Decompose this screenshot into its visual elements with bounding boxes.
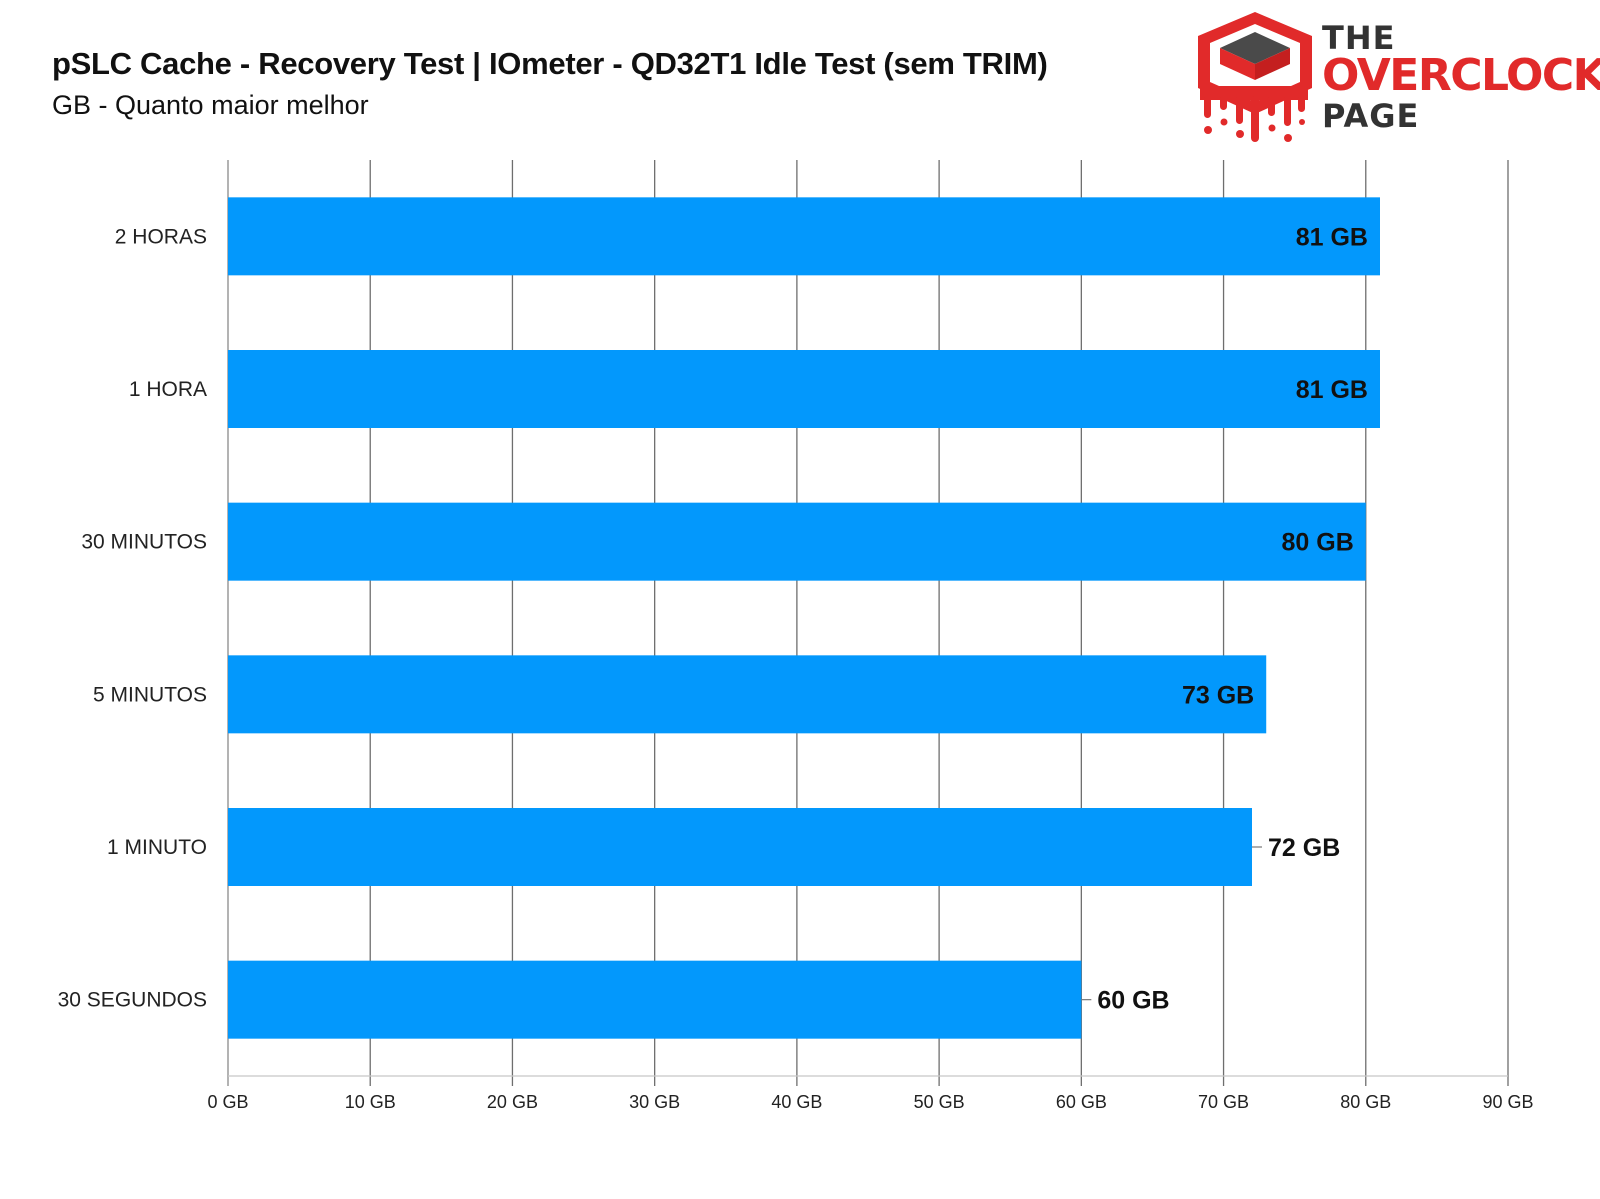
category-label: 1 MINUTO [107, 836, 207, 859]
data-label: 80 GB [1282, 529, 1354, 557]
data-label: 81 GB [1296, 223, 1368, 251]
x-tick-label: 10 GB [345, 1092, 396, 1112]
category-label: 30 SEGUNDOS [58, 989, 207, 1012]
x-tick-label: 50 GB [914, 1092, 965, 1112]
data-label: 73 GB [1182, 681, 1254, 709]
category-label: 30 MINUTOS [81, 531, 207, 554]
chart-title: pSLC Cache - Recovery Test | IOmeter - Q… [52, 46, 1048, 81]
overclock-page-logo: THE OVERCLOCK PAGE [1190, 6, 1600, 156]
bar [228, 808, 1252, 886]
logo-text-the: THE [1322, 19, 1396, 57]
bar [228, 960, 1082, 1039]
chart-subtitle: GB - Quanto maior melhor [52, 90, 369, 120]
dripping-chip-icon [1198, 12, 1312, 142]
data-label: 72 GB [1268, 834, 1340, 862]
category-label: 1 HORA [129, 378, 207, 401]
category-label: 2 HORAS [115, 225, 207, 248]
x-tick-label: 0 GB [207, 1092, 248, 1112]
x-tick-label: 20 GB [487, 1092, 538, 1112]
bar [228, 197, 1380, 276]
x-tick-label: 70 GB [1198, 1092, 1249, 1112]
bar [228, 502, 1366, 581]
data-label: 60 GB [1097, 987, 1169, 1015]
x-tick-label: 60 GB [1056, 1092, 1107, 1112]
logo-text-page: PAGE [1322, 97, 1420, 135]
x-tick-label: 40 GB [771, 1092, 822, 1112]
category-label: 5 MINUTOS [93, 683, 207, 706]
x-tick-label: 90 GB [1482, 1092, 1533, 1112]
x-tick-label: 80 GB [1340, 1092, 1391, 1112]
bar [228, 655, 1267, 734]
data-label: 81 GB [1296, 376, 1368, 404]
logo-text-overclock: OVERCLOCK [1322, 50, 1600, 101]
bar [228, 350, 1380, 428]
x-tick-label: 30 GB [629, 1092, 680, 1112]
